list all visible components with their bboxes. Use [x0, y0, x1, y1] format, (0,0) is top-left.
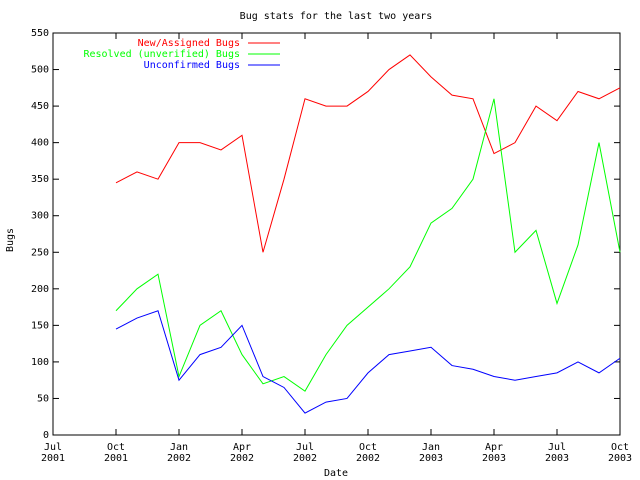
y-tick-label: 400	[31, 138, 49, 149]
x-tick-label: Jan 2002	[167, 442, 191, 464]
y-tick-label: 550	[31, 28, 49, 39]
x-tick-label: Oct 2001	[104, 442, 128, 464]
plot-border	[52, 32, 621, 436]
x-tick-label: Oct 2003	[608, 442, 632, 464]
x-tick-label: Jul 2003	[545, 442, 569, 464]
x-tick-label: Oct 2002	[356, 442, 380, 464]
x-tick-label: Jan 2003	[419, 442, 443, 464]
legend-label: New/Assigned Bugs	[138, 38, 240, 49]
y-tick-label: 450	[31, 101, 49, 112]
y-tick-label: 350	[31, 174, 49, 185]
chart-title: Bug stats for the last two years	[240, 11, 433, 22]
y-tick-label: 200	[31, 284, 49, 295]
x-tick-label: Apr 2002	[230, 442, 254, 464]
x-tick-label: Jul 2002	[293, 442, 317, 464]
legend-label: Resolved (unverified) Bugs	[83, 49, 240, 60]
y-tick-label: 50	[37, 393, 49, 404]
x-tick-label: Apr 2003	[482, 442, 506, 464]
y-tick-label: 500	[31, 65, 49, 76]
y-tick-label: 100	[31, 357, 49, 368]
series-line	[115, 98, 621, 392]
x-tick-label: Jul 2001	[41, 442, 65, 464]
series-line	[115, 310, 621, 414]
y-tick-label: 300	[31, 211, 49, 222]
series-line	[115, 54, 621, 253]
y-tick-label: 0	[43, 430, 49, 441]
x-axis-label: Date	[324, 468, 348, 479]
y-axis-label: Bugs	[5, 228, 16, 252]
y-tick-label: 150	[31, 320, 49, 331]
legend-label: Unconfirmed Bugs	[144, 60, 240, 71]
y-tick-label: 250	[31, 247, 49, 258]
